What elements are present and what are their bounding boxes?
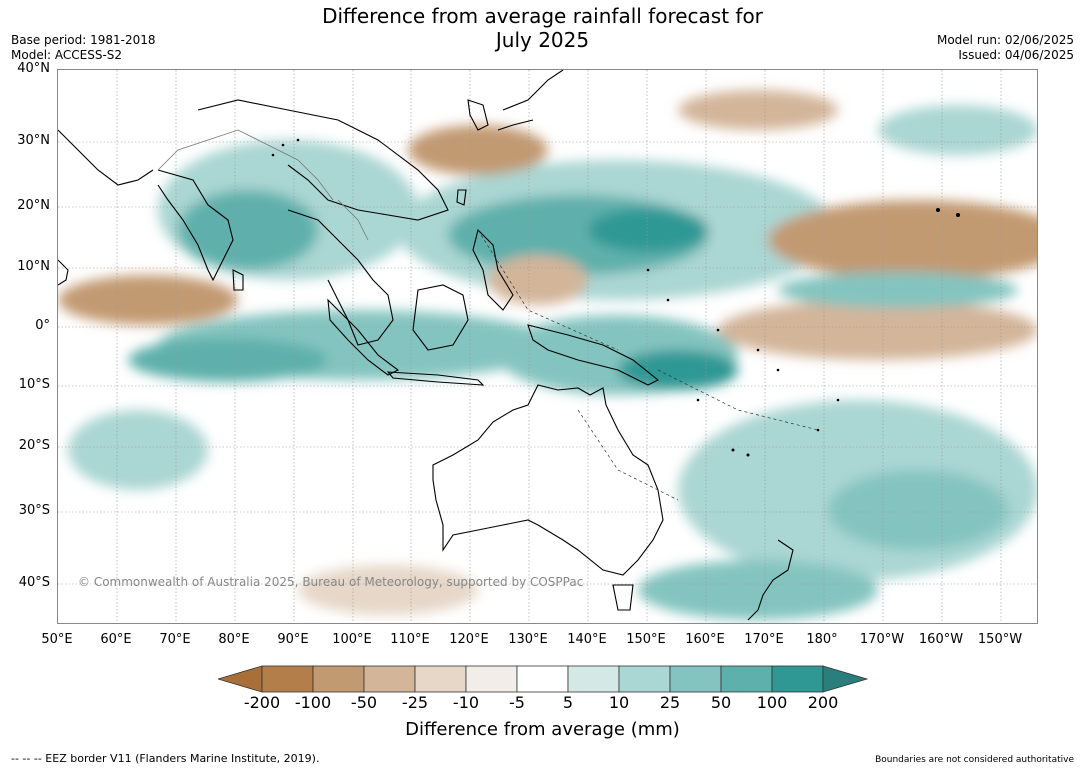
colorbar-segment xyxy=(516,665,569,693)
anomaly-shading xyxy=(58,90,1037,620)
lon-label: 120°E xyxy=(449,632,489,647)
rainfall-map: © Commonwealth of Australia 2025, Bureau… xyxy=(57,69,1038,624)
colorbar-tick: 100 xyxy=(756,693,788,712)
africa-outline xyxy=(58,259,69,286)
base-period-text: Base period: 1981-2018 xyxy=(11,33,156,47)
colorbar-segment xyxy=(618,665,671,693)
borneo-outline xyxy=(412,284,469,351)
china-coast-outline xyxy=(197,99,449,221)
model-run-text: Model run: 02/06/2025 xyxy=(936,33,1074,47)
colorbar-tick: 10 xyxy=(608,693,630,712)
colorbar-segment xyxy=(414,665,467,693)
colorbar xyxy=(218,665,869,693)
colorbar-segment xyxy=(567,665,620,693)
map-title: Difference from average rainfall forecas… xyxy=(0,4,1085,52)
lon-label: 160°W xyxy=(918,632,964,647)
lat-label: 30°S xyxy=(18,503,50,518)
lon-label: 50°E xyxy=(41,632,73,647)
eez-border-note: -- -- -- EEZ border V11 (Flanders Marine… xyxy=(11,752,320,765)
colorbar-segment xyxy=(312,665,365,693)
eez-borders xyxy=(477,229,819,501)
colorbar-tick: -50 xyxy=(350,693,378,712)
lon-label: 140°E xyxy=(567,632,607,647)
lat-label: 40°N xyxy=(17,61,50,76)
japan-outline xyxy=(497,70,564,131)
lat-label: 20°N xyxy=(17,198,50,213)
issued-date-text: Issued: 04/06/2025 xyxy=(958,48,1074,62)
graticule xyxy=(58,70,1037,623)
new-guinea-outline xyxy=(527,324,660,386)
lat-label: 10°S xyxy=(18,377,50,392)
colorbar-tick: 5 xyxy=(562,693,574,712)
colorbar-segment xyxy=(720,665,773,693)
colorbar-segment xyxy=(669,665,722,693)
tasmania-outline xyxy=(612,584,634,611)
colorbar-segment xyxy=(261,665,314,693)
country-borders xyxy=(157,129,369,241)
colorbar-segment xyxy=(363,665,416,693)
colorbar-label: Difference from average (mm) xyxy=(405,719,680,740)
colorbar-tick: -10 xyxy=(452,693,480,712)
title-line-1: Difference from average rainfall forecas… xyxy=(322,4,763,28)
arabia-outline xyxy=(58,129,154,186)
lon-label: 170°E xyxy=(744,632,784,647)
lon-label: 150°W xyxy=(977,632,1023,647)
korea-outline xyxy=(467,99,489,131)
colorbar-tick: -200 xyxy=(243,693,281,712)
lon-label: 180° xyxy=(806,632,838,647)
colorbar-segment xyxy=(771,665,824,693)
coastlines xyxy=(58,70,794,621)
taiwan-outline xyxy=(456,189,467,206)
philippines-outline xyxy=(472,228,514,311)
lon-label: 60°E xyxy=(100,632,132,647)
lon-label: 150°E xyxy=(626,632,666,647)
java-outline xyxy=(386,371,485,386)
colorbar-arrow-right xyxy=(822,665,869,693)
colorbar-tick: 25 xyxy=(659,693,681,712)
lon-label: 110°E xyxy=(390,632,430,647)
colorbar-tick: -25 xyxy=(401,693,429,712)
colorbar-segment xyxy=(465,665,518,693)
lat-label: 0° xyxy=(35,318,50,333)
copyright-notice: © Commonwealth of Australia 2025, Bureau… xyxy=(78,575,584,589)
new-zealand-outline xyxy=(747,539,794,621)
model-name-text: Model: ACCESS-S2 xyxy=(11,48,123,62)
model-info: Base period: 1981-2018 Model: ACCESS-S2 xyxy=(11,33,156,63)
southeast-asia-outline xyxy=(287,209,394,346)
lon-label: 130°E xyxy=(508,632,548,647)
title-line-2: July 2025 xyxy=(495,28,590,52)
run-info: Model run: 02/06/2025 Issued: 04/06/2025 xyxy=(937,33,1074,63)
lon-label: 160°E xyxy=(685,632,725,647)
colorbar-tick: 200 xyxy=(807,693,839,712)
lat-label: 20°S xyxy=(18,438,50,453)
lat-label: 10°N xyxy=(17,259,50,274)
lat-label: 30°N xyxy=(17,133,50,148)
lon-label: 80°E xyxy=(218,632,250,647)
lon-label: 70°E xyxy=(159,632,191,647)
colorbar-arrow-left xyxy=(218,665,263,693)
sumatra-outline xyxy=(327,298,400,376)
colorbar-tick: 50 xyxy=(710,693,732,712)
colorbar-tick: -100 xyxy=(294,693,332,712)
lon-label: 170°W xyxy=(859,632,905,647)
lon-label: 100°E xyxy=(332,632,372,647)
lon-label: 90°E xyxy=(277,632,309,647)
boundaries-disclaimer: Boundaries are not considered authoritat… xyxy=(875,755,1074,765)
islands xyxy=(271,138,960,457)
sri-lanka-outline xyxy=(232,269,244,291)
map-canvas xyxy=(58,70,1037,623)
colorbar-tick: -5 xyxy=(509,693,525,712)
australia-outline xyxy=(432,384,664,576)
lat-label: 40°S xyxy=(18,575,50,590)
india-outline xyxy=(157,169,234,282)
